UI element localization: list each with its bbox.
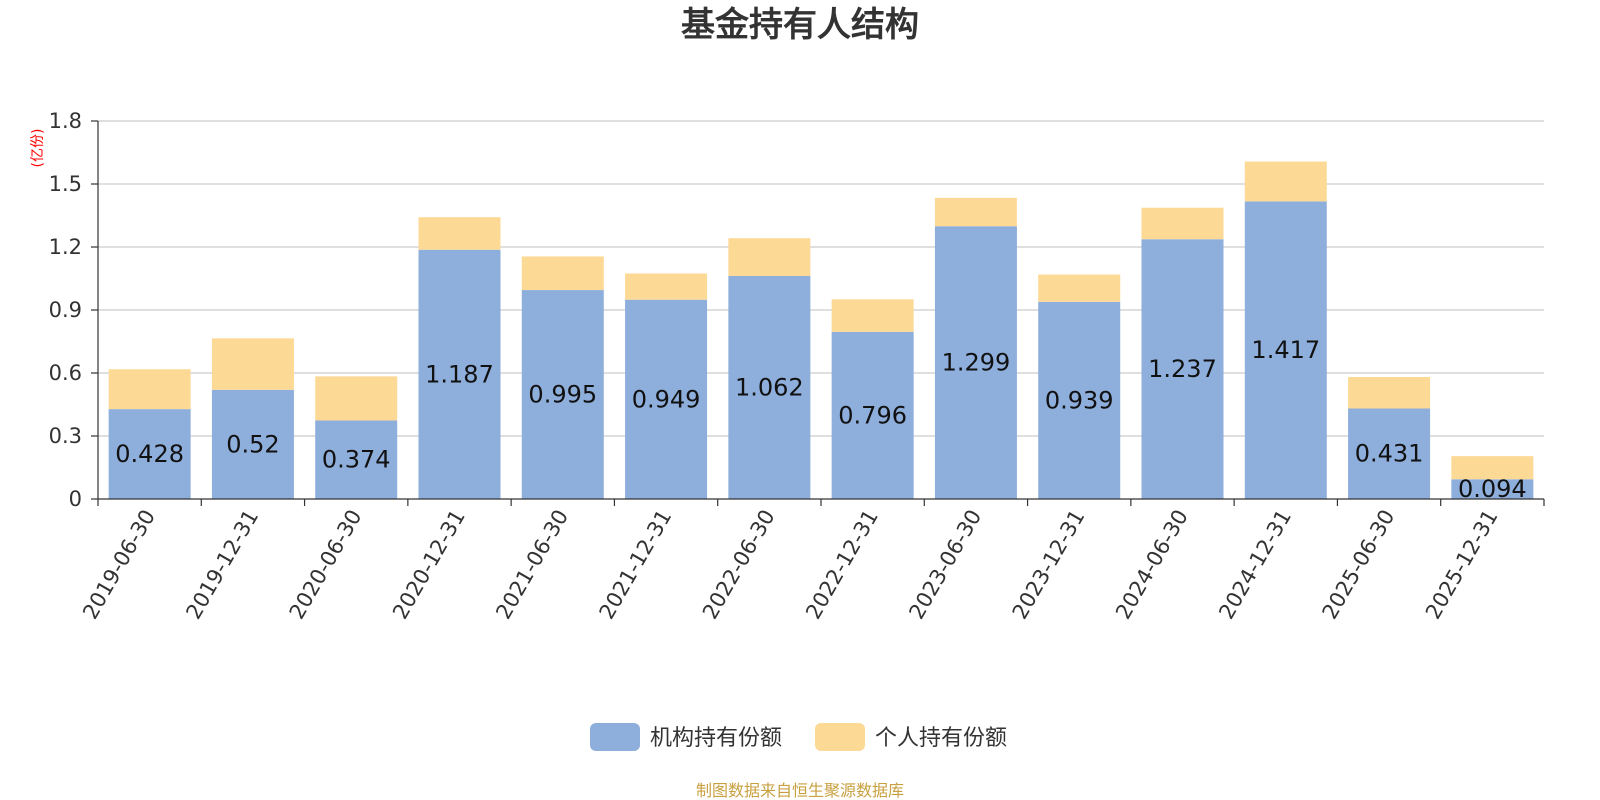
grid [98, 120, 1544, 437]
x-tick-label: 2024-12-31 [1214, 506, 1296, 624]
bar-individual [934, 197, 1017, 227]
bar-institutional [1141, 239, 1224, 500]
y-tick-label: 0.9 [49, 298, 82, 322]
bar-institutional [728, 275, 811, 499]
bar-institutional [1451, 479, 1534, 499]
bar-institutional [418, 249, 501, 499]
bar-individual [1141, 207, 1224, 240]
y-tick-label: 0 [69, 487, 82, 511]
x-tick-label: 2024-06-30 [1111, 506, 1193, 624]
x-tick-label: 2021-12-31 [595, 506, 677, 624]
bar-individual [315, 376, 398, 421]
x-tick-label: 2019-06-30 [78, 506, 160, 624]
x-tick-label: 2019-12-31 [181, 506, 263, 624]
x-tick-label: 2020-12-31 [388, 506, 470, 624]
bar-individual [108, 369, 191, 410]
bar-institutional [934, 226, 1017, 499]
bar-institutional [1348, 408, 1431, 499]
data-label: 0.939 [1045, 386, 1114, 414]
y-tick-label: 1.2 [49, 235, 82, 259]
legend-swatch-individual[interactable] [815, 723, 865, 751]
bar-individual [418, 217, 501, 250]
bar-institutional [315, 420, 398, 499]
y-tick-label: 1.8 [49, 109, 82, 133]
data-label: 0.374 [322, 446, 391, 474]
x-tick-label: 2020-06-30 [285, 506, 367, 624]
legend-swatch-institutional[interactable] [590, 723, 640, 751]
bars: 0.428 0.52 0.374 1.187 0.995 0.949 1.062 0.796 1… [108, 161, 1534, 503]
bar-institutional [1244, 201, 1327, 499]
data-label: 1.187 [425, 360, 494, 388]
bar-individual [831, 299, 914, 332]
data-label: 1.062 [735, 373, 804, 401]
data-label: 0.431 [1355, 440, 1424, 468]
x-tick-label: 2023-06-30 [904, 506, 986, 624]
data-source: 制图数据来自恒生聚源数据库 [696, 781, 904, 800]
x-tick-label: 2022-06-30 [698, 506, 780, 624]
bar-institutional [1038, 301, 1121, 499]
data-label: 1.299 [942, 349, 1011, 377]
bar-institutional [211, 389, 294, 499]
data-label: 1.417 [1251, 336, 1320, 364]
bar-institutional [625, 299, 708, 499]
bar-institutional [108, 409, 191, 499]
x-tick-label: 2021-06-30 [491, 506, 573, 624]
data-label: 1.237 [1148, 355, 1217, 383]
legend-label-individual: 个人持有份额 [875, 726, 1007, 751]
data-label: 0.428 [115, 440, 184, 468]
data-label: 0.52 [226, 430, 279, 458]
y-tick-label: 1.5 [49, 172, 82, 196]
data-label: 0.995 [528, 381, 597, 409]
x-tick-label: 2022-12-31 [801, 506, 883, 624]
bar-individual [1451, 456, 1534, 480]
bar-institutional [831, 331, 914, 499]
data-label: 0.949 [632, 385, 701, 413]
y-tick-label: 0.6 [49, 361, 82, 385]
legend: 机构持有份额 个人持有份额 [590, 723, 1007, 751]
x-tick-label: 2023-12-31 [1008, 506, 1090, 624]
legend-label-institutional: 机构持有份额 [650, 726, 782, 751]
y-tick-label: 0.3 [49, 424, 82, 448]
bar-individual [211, 338, 294, 390]
bar-institutional [521, 290, 604, 499]
x-tick-label: 2025-12-31 [1421, 506, 1503, 624]
x-tick-label: 2025-06-30 [1318, 506, 1400, 624]
data-label: 0.796 [838, 401, 907, 429]
bar-individual [521, 256, 604, 291]
y-axis-unit: (亿份) [30, 129, 46, 168]
bar-individual [625, 273, 708, 300]
bar-individual [728, 238, 811, 276]
bar-individual [1348, 376, 1431, 409]
bar-individual [1244, 161, 1327, 202]
bar-individual [1038, 274, 1121, 302]
chart-title: 基金持有人结构 [681, 5, 919, 45]
